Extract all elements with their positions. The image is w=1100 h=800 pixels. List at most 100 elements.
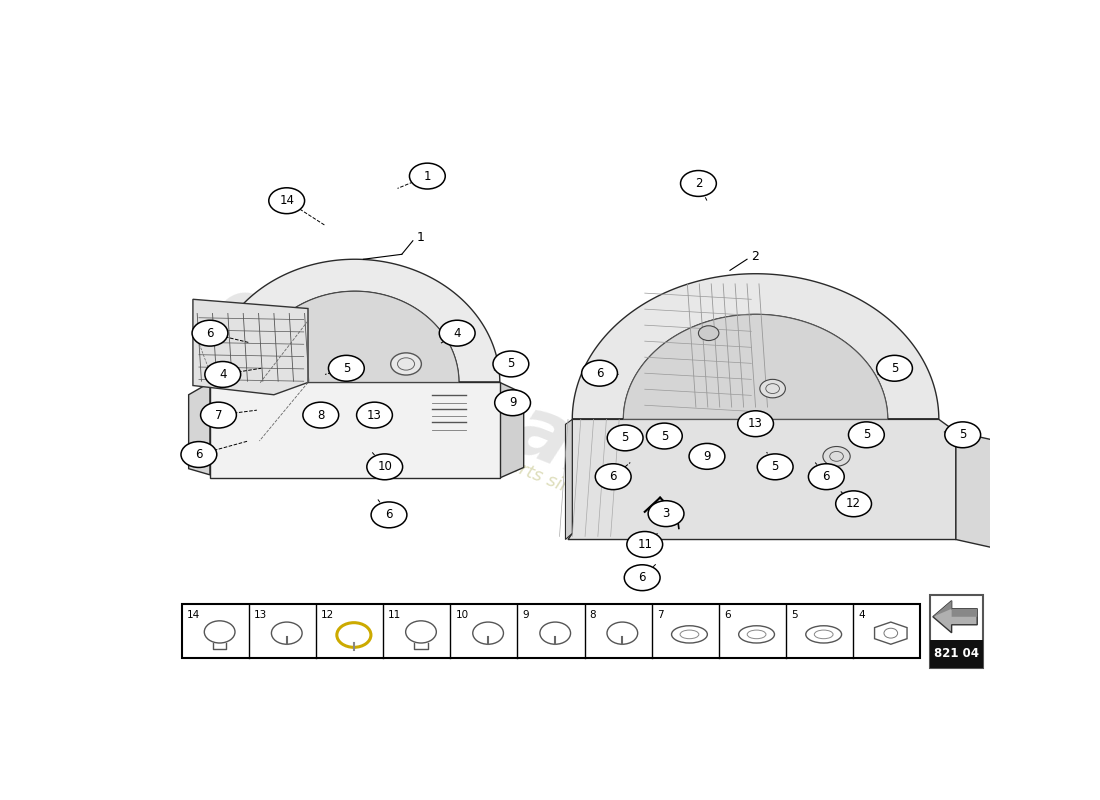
Text: 5: 5 [959,428,967,442]
Circle shape [182,442,217,467]
Text: 6: 6 [724,610,730,620]
Text: 5: 5 [507,358,515,370]
Ellipse shape [672,626,707,643]
Text: 8: 8 [317,409,324,422]
Circle shape [356,402,393,428]
Polygon shape [874,622,907,644]
Ellipse shape [806,626,842,643]
Circle shape [302,402,339,428]
Text: eurospares: eurospares [202,268,720,540]
Circle shape [689,443,725,470]
Circle shape [808,464,844,490]
Circle shape [627,531,662,558]
Circle shape [205,362,241,387]
Circle shape [409,163,446,189]
Polygon shape [192,299,308,394]
Circle shape [406,621,437,643]
FancyBboxPatch shape [931,640,983,668]
Circle shape [681,170,716,197]
Circle shape [582,360,617,386]
Circle shape [945,422,980,448]
Circle shape [823,446,850,466]
Text: 5: 5 [621,431,629,444]
Text: 9: 9 [509,396,516,410]
Circle shape [493,351,529,377]
Text: 9: 9 [703,450,711,463]
Polygon shape [251,291,459,382]
Circle shape [439,320,475,346]
Polygon shape [956,432,1011,552]
Text: 13: 13 [254,610,267,620]
Text: 4: 4 [219,368,227,381]
FancyBboxPatch shape [182,604,920,658]
Text: 6: 6 [385,508,393,522]
Text: 1: 1 [416,230,425,243]
Circle shape [200,402,236,428]
Text: 12: 12 [321,610,334,620]
Text: 11: 11 [388,610,401,620]
Text: 6: 6 [596,366,603,380]
Polygon shape [565,419,572,539]
Circle shape [205,621,235,643]
Polygon shape [210,382,499,478]
Text: 3: 3 [662,507,670,520]
Circle shape [757,454,793,480]
Circle shape [595,464,631,490]
Text: a passion for parts since 1985: a passion for parts since 1985 [383,406,642,525]
Ellipse shape [739,626,774,643]
Text: 5: 5 [771,460,779,474]
Text: 6: 6 [195,448,202,461]
Circle shape [648,501,684,526]
Text: 1: 1 [424,170,431,182]
Polygon shape [933,601,977,617]
Text: 14: 14 [187,610,200,620]
Text: 6: 6 [206,326,213,340]
Text: 7: 7 [214,409,222,422]
Text: 5: 5 [343,362,350,374]
Text: 8: 8 [590,610,596,620]
Circle shape [337,622,371,647]
Text: 6: 6 [609,470,617,483]
Text: 10: 10 [377,460,393,474]
Text: 14: 14 [279,194,294,207]
Polygon shape [572,274,938,419]
Circle shape [738,410,773,437]
Text: 13: 13 [367,409,382,422]
Text: 821 04: 821 04 [934,647,979,660]
Text: 12: 12 [846,498,861,510]
Circle shape [329,355,364,382]
Text: 11: 11 [637,538,652,551]
Text: 9: 9 [522,610,529,620]
Circle shape [607,425,644,451]
Circle shape [698,326,719,341]
Polygon shape [624,314,888,419]
Text: 5: 5 [862,428,870,442]
Circle shape [495,390,530,416]
Circle shape [366,454,403,480]
Circle shape [192,320,228,346]
Circle shape [390,353,421,375]
Text: 2: 2 [751,250,759,262]
Circle shape [760,379,785,398]
Text: 13: 13 [748,418,763,430]
Circle shape [848,422,884,448]
Text: 5: 5 [891,362,899,374]
Circle shape [540,622,571,644]
Text: 2: 2 [695,177,702,190]
Circle shape [607,622,638,644]
Circle shape [647,423,682,449]
Text: 5: 5 [791,610,798,620]
Text: 4: 4 [453,326,461,340]
Polygon shape [933,601,977,633]
Polygon shape [568,419,956,539]
Polygon shape [189,382,210,475]
Circle shape [371,502,407,528]
Circle shape [625,565,660,590]
Text: 5: 5 [661,430,668,442]
Text: 10: 10 [455,610,469,620]
Text: 7: 7 [657,610,663,620]
Circle shape [836,491,871,517]
Circle shape [473,622,504,644]
Text: 4: 4 [858,610,865,620]
Text: 6: 6 [638,571,646,584]
